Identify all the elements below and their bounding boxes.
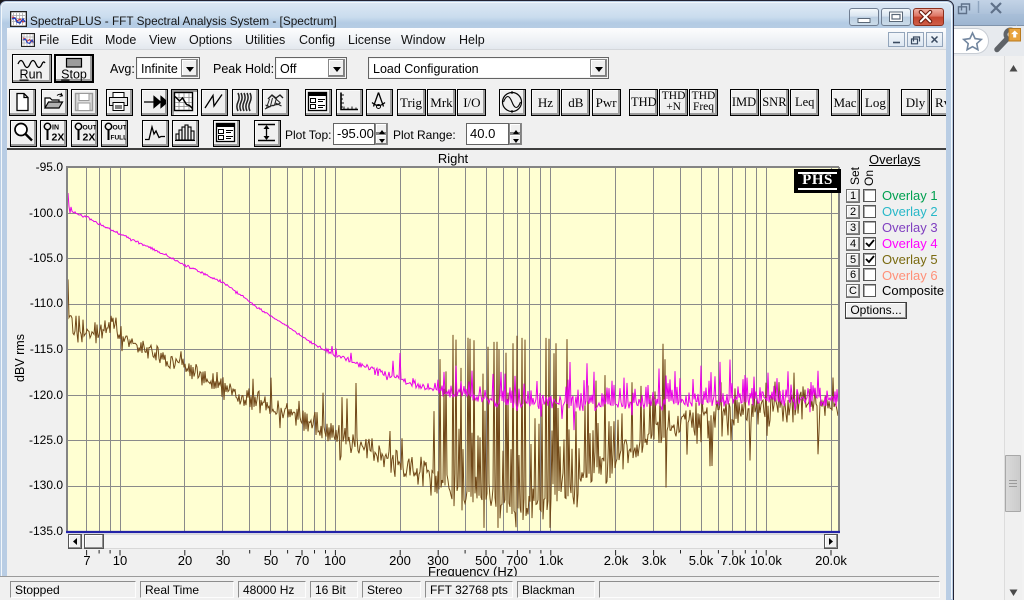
- svg-text:Stop: Stop: [61, 68, 87, 82]
- svg-text:2X: 2X: [82, 132, 95, 144]
- svg-text:IN: IN: [52, 125, 59, 132]
- svg-text:OUT: OUT: [113, 125, 127, 132]
- svg-text:FULL: FULL: [111, 135, 127, 142]
- svg-text:OUT: OUT: [82, 125, 96, 132]
- svg-text:Run: Run: [20, 68, 43, 82]
- svg-text:2X: 2X: [52, 132, 65, 144]
